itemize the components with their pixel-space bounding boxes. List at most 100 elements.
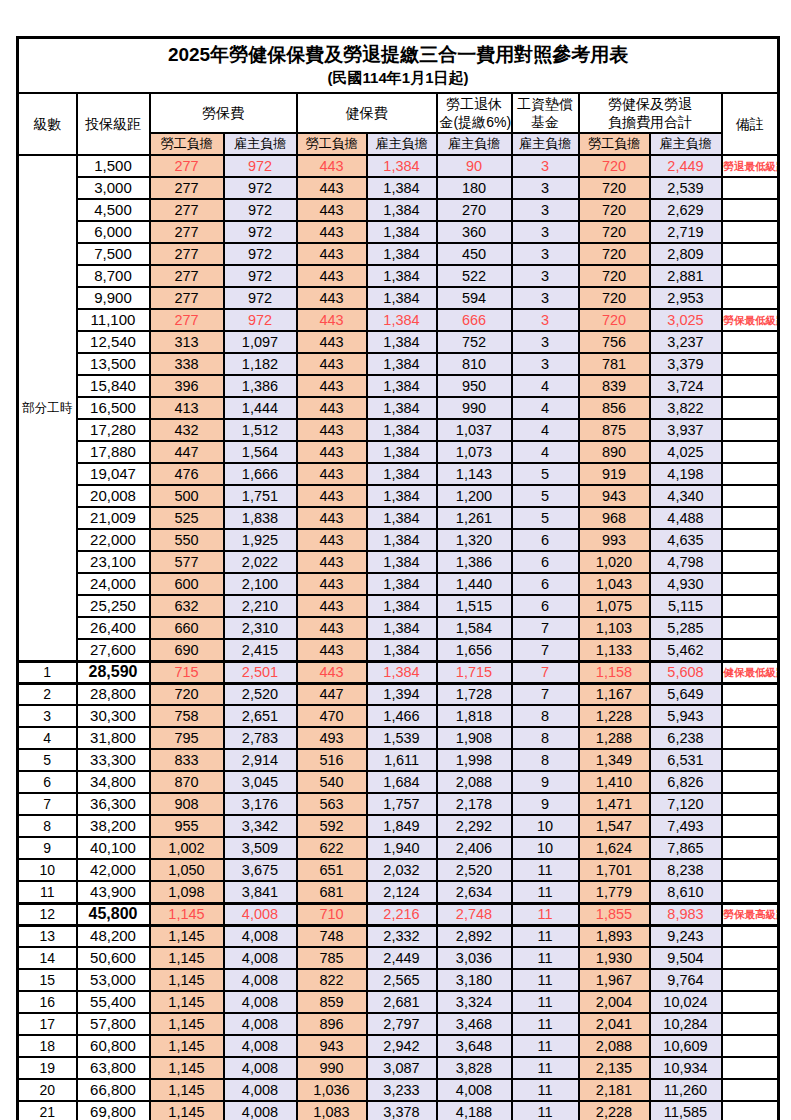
table-row: 15,8403961,3864431,38495048393,724: [18, 375, 779, 397]
table-row: 12,5403131,0974431,38475237563,237: [18, 331, 779, 353]
table-row: 24,0006002,1004431,3841,44061,0434,930: [18, 573, 779, 595]
bracket-cell: 1,500: [77, 155, 150, 177]
pension-employer-cell: 2,178: [437, 793, 512, 815]
wage-fund-employer-cell: 11: [512, 1035, 579, 1057]
table-row: 1245,8001,1454,0087102,2162,748111,8558,…: [18, 903, 779, 925]
labor-employee-cell: 1,002: [150, 837, 224, 859]
health-employee-cell: 443: [297, 529, 367, 551]
labor-employer-cell: 2,520: [224, 683, 297, 705]
level-cell: 14: [18, 947, 77, 969]
labor-employer-cell: 3,675: [224, 859, 297, 881]
table-row: 634,8008703,0455401,6842,08891,4106,826: [18, 771, 779, 793]
wage-fund-employer-cell: 4: [512, 419, 579, 441]
labor-employer-cell: 2,501: [224, 661, 297, 683]
pension-employer-cell: 2,634: [437, 881, 512, 903]
pension-employer-cell: 4,188: [437, 1101, 512, 1120]
labor-employee-cell: 1,145: [150, 969, 224, 991]
table-row: 11,1002779724431,38466637203,025勞保最低級距: [18, 309, 779, 331]
health-employer-cell: 1,384: [367, 419, 437, 441]
total-employee-cell: 720: [579, 177, 650, 199]
bracket-cell: 27,600: [77, 639, 150, 661]
health-employee-cell: 990: [297, 1057, 367, 1079]
health-employee-cell: 443: [297, 287, 367, 309]
bracket-cell: 4,500: [77, 199, 150, 221]
remark-cell: [722, 683, 779, 705]
pension-employer-cell: 1,440: [437, 573, 512, 595]
health-employer-cell: 1,384: [367, 485, 437, 507]
health-employee-cell: 470: [297, 705, 367, 727]
labor-employer-cell: 1,838: [224, 507, 297, 529]
pension-employer-cell: 2,088: [437, 771, 512, 793]
remark-cell: [722, 947, 779, 969]
pension-employer-cell: 1,200: [437, 485, 512, 507]
total-employer-cell: 5,943: [650, 705, 722, 727]
labor-employee-cell: 432: [150, 419, 224, 441]
bracket-cell: 21,009: [77, 507, 150, 529]
level-cell: 4: [18, 727, 77, 749]
table-row: 4,5002779724431,38427037202,629: [18, 199, 779, 221]
table-row: 25,2506322,2104431,3841,51561,0755,115: [18, 595, 779, 617]
subheader-pension-employer: 雇主負擔: [437, 133, 512, 155]
pension-employer-cell: 3,324: [437, 991, 512, 1013]
labor-employee-cell: 720: [150, 683, 224, 705]
remark-cell: [722, 969, 779, 991]
pension-employer-cell: 810: [437, 353, 512, 375]
total-employee-cell: 720: [579, 199, 650, 221]
bracket-cell: 8,700: [77, 265, 150, 287]
health-employer-cell: 1,384: [367, 199, 437, 221]
health-employer-cell: 3,378: [367, 1101, 437, 1120]
labor-employer-cell: 1,386: [224, 375, 297, 397]
table-row: 1757,8001,1454,0088962,7973,468112,04110…: [18, 1013, 779, 1035]
level-cell: 6: [18, 771, 77, 793]
labor-employee-cell: 1,145: [150, 903, 224, 925]
total-employer-cell: 5,649: [650, 683, 722, 705]
total-employer-cell: 8,238: [650, 859, 722, 881]
subheader-total-employee: 勞工負擔: [579, 133, 650, 155]
labor-employer-cell: 3,509: [224, 837, 297, 859]
wage-fund-employer-cell: 4: [512, 375, 579, 397]
subheader-wage-fund-employer: 雇主負擔: [512, 133, 579, 155]
wage-fund-employer-cell: 4: [512, 397, 579, 419]
total-employee-cell: 1,410: [579, 771, 650, 793]
total-employee-cell: 720: [579, 243, 650, 265]
remark-cell: [722, 1101, 779, 1120]
wage-fund-employer-cell: 4: [512, 441, 579, 463]
health-employer-cell: 1,384: [367, 441, 437, 463]
total-employer-cell: 6,238: [650, 727, 722, 749]
pension-employer-cell: 3,180: [437, 969, 512, 991]
labor-employee-cell: 525: [150, 507, 224, 529]
labor-employer-cell: 4,008: [224, 1101, 297, 1120]
health-employer-cell: 1,539: [367, 727, 437, 749]
wage-fund-employer-cell: 5: [512, 463, 579, 485]
labor-employee-cell: 396: [150, 375, 224, 397]
total-employer-cell: 10,284: [650, 1013, 722, 1035]
header-row-main: 級數 投保級距 勞保費 健保費 勞工退休金(提繳6%) 工資墊償基金 勞健保及勞…: [18, 93, 779, 133]
table-row: 22,0005501,9254431,3841,32069934,635: [18, 529, 779, 551]
table-row: 1450,6001,1454,0087852,4493,036111,9309,…: [18, 947, 779, 969]
health-employer-cell: 1,384: [367, 573, 437, 595]
total-employer-cell: 4,340: [650, 485, 722, 507]
pension-employer-cell: 4,008: [437, 1079, 512, 1101]
wage-fund-employer-cell: 3: [512, 353, 579, 375]
health-employer-cell: 1,384: [367, 617, 437, 639]
labor-employer-cell: 4,008: [224, 1079, 297, 1101]
pension-employer-cell: 3,648: [437, 1035, 512, 1057]
health-employee-cell: 651: [297, 859, 367, 881]
labor-employee-cell: 632: [150, 595, 224, 617]
wage-fund-employer-cell: 11: [512, 969, 579, 991]
labor-employer-cell: 2,914: [224, 749, 297, 771]
health-employee-cell: 443: [297, 353, 367, 375]
pension-employer-cell: 2,748: [437, 903, 512, 925]
health-employee-cell: 443: [297, 397, 367, 419]
total-employee-cell: 781: [579, 353, 650, 375]
total-employee-cell: 875: [579, 419, 650, 441]
total-employee-cell: 1,020: [579, 551, 650, 573]
table-row: 部分工時1,5002779724431,3849037202,449勞退最低級距: [18, 155, 779, 177]
labor-employer-cell: 4,008: [224, 1013, 297, 1035]
pension-employer-cell: 1,073: [437, 441, 512, 463]
pension-employer-cell: 1,584: [437, 617, 512, 639]
labor-employee-cell: 550: [150, 529, 224, 551]
health-employer-cell: 1,757: [367, 793, 437, 815]
labor-employee-cell: 1,145: [150, 1035, 224, 1057]
bracket-cell: 25,250: [77, 595, 150, 617]
